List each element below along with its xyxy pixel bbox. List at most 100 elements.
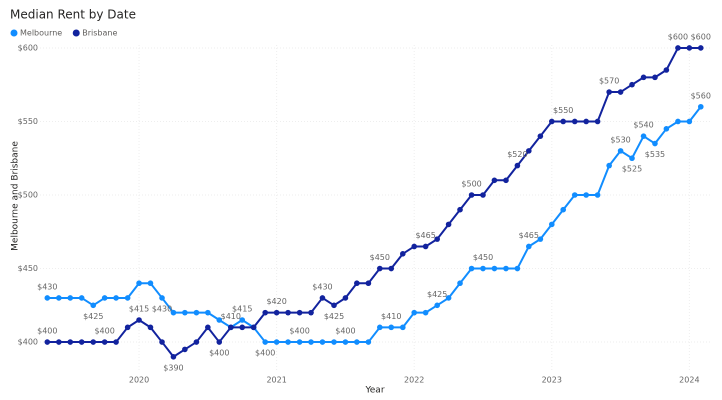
point (228, 324, 234, 331)
point (663, 67, 670, 73)
data-label: $550 (553, 106, 573, 115)
data-label: $465 (519, 231, 539, 240)
point (67, 339, 74, 345)
point (503, 265, 509, 272)
line (47, 46, 701, 359)
x-tick-label: 2021 (266, 376, 286, 385)
point (308, 309, 314, 316)
point (365, 339, 372, 345)
line (47, 106, 702, 344)
point (113, 295, 119, 301)
chart-title: Median Rent by Date (10, 8, 136, 22)
point (285, 309, 291, 316)
point (113, 339, 119, 345)
point (434, 302, 440, 309)
point (319, 339, 326, 345)
point (44, 295, 51, 301)
point (308, 339, 314, 345)
data-label: $415 (232, 305, 252, 314)
point (342, 295, 349, 301)
point (422, 309, 429, 316)
point (56, 339, 62, 345)
point (354, 280, 360, 287)
point (491, 177, 498, 184)
point (216, 317, 223, 323)
data-label: $400 (255, 349, 275, 358)
point (537, 133, 544, 139)
point (205, 324, 211, 331)
point (388, 324, 395, 331)
point (629, 81, 635, 88)
data-label: $390 (163, 363, 183, 372)
point (411, 243, 418, 250)
point (468, 192, 475, 198)
point (78, 295, 85, 301)
legend-label: Melbourne (20, 29, 62, 38)
point (629, 155, 635, 162)
point (331, 339, 337, 345)
point (663, 126, 670, 132)
point (571, 192, 578, 198)
point (548, 221, 555, 228)
point (514, 162, 521, 169)
point (159, 339, 165, 345)
point (56, 295, 62, 301)
point (354, 339, 360, 345)
data-label: $400 (289, 327, 309, 336)
data-label: $530 (610, 135, 630, 144)
data-label: $410 (381, 312, 401, 321)
point (697, 45, 704, 51)
point (296, 309, 303, 316)
point (136, 317, 142, 323)
point (526, 243, 532, 250)
data-label: $570 (599, 77, 619, 86)
data-label: $425 (324, 312, 344, 321)
point (491, 265, 498, 272)
point (606, 89, 612, 95)
point (262, 339, 269, 345)
point (170, 309, 177, 316)
data-label: $420 (266, 297, 286, 306)
point (90, 339, 97, 345)
point (480, 265, 486, 272)
point (124, 324, 131, 331)
point (537, 236, 544, 242)
point (583, 192, 589, 198)
data-label: $600 (668, 32, 688, 41)
point (285, 339, 291, 345)
y-tick-label: $550 (18, 117, 38, 126)
point (182, 346, 188, 353)
point (136, 280, 142, 287)
point (388, 265, 395, 272)
point (548, 118, 555, 125)
point (296, 339, 303, 345)
point (365, 280, 372, 287)
y-tick-label: $600 (18, 43, 38, 52)
x-tick-label: 2024 (679, 376, 699, 385)
point (399, 251, 406, 257)
point (571, 118, 578, 125)
point (159, 295, 165, 301)
point (239, 317, 246, 323)
point (124, 295, 131, 301)
point (594, 192, 601, 198)
point (422, 243, 429, 250)
data-label: $425 (83, 312, 103, 321)
point (640, 74, 647, 81)
point (216, 339, 223, 345)
point (273, 309, 280, 316)
point (526, 148, 532, 154)
x-tick-label: 2022 (404, 376, 424, 385)
y-tick-label: $400 (18, 338, 38, 347)
point (250, 324, 257, 331)
point (606, 162, 612, 169)
point (273, 339, 280, 345)
point (67, 295, 74, 301)
legend-label: Brisbane (82, 29, 117, 38)
point (193, 309, 200, 316)
y-tick-label: $450 (18, 264, 38, 273)
point (514, 265, 521, 272)
point (239, 324, 246, 331)
point (411, 309, 418, 316)
data-label: $400 (335, 327, 355, 336)
